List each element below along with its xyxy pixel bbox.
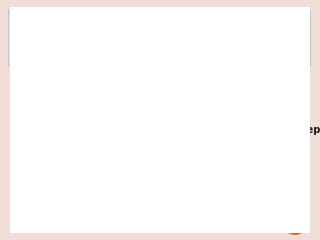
- Circle shape: [282, 209, 308, 235]
- Text: Final  year  PGT ,  Medicine dept: Final year PGT , Medicine dept: [146, 125, 320, 135]
- Bar: [12, 69, 28, 216]
- Ellipse shape: [26, 79, 149, 231]
- Circle shape: [62, 131, 71, 141]
- Text: Dr  Jayanta  paul: Dr Jayanta paul: [186, 100, 284, 110]
- Ellipse shape: [88, 86, 127, 127]
- Ellipse shape: [40, 138, 88, 214]
- Ellipse shape: [70, 58, 85, 89]
- Text: supra-ventricular tachyarrhythmia: supra-ventricular tachyarrhythmia: [80, 40, 274, 50]
- Text: Left
Ventricle: Left Ventricle: [89, 170, 114, 181]
- Ellipse shape: [83, 136, 123, 209]
- Text: Right
Atrium: Right Atrium: [38, 105, 57, 115]
- Ellipse shape: [29, 88, 74, 136]
- Circle shape: [72, 132, 79, 140]
- Bar: [8, 10, 310, 65]
- Text: ---: ---: [25, 88, 29, 92]
- Circle shape: [37, 90, 48, 102]
- Bar: [80, 86, 88, 138]
- Text: Left
Atrium: Left Atrium: [97, 101, 117, 112]
- Text: Right
Ventricle: Right Ventricle: [43, 175, 67, 186]
- Text: Burdwan  medical  college: Burdwan medical college: [163, 147, 308, 157]
- Text: Management  of  a  case  of  rhythm  disturbance: Management of a case of rhythm disturban…: [36, 17, 284, 27]
- Text: in  ICCU :: in ICCU :: [29, 40, 78, 50]
- Ellipse shape: [91, 57, 109, 81]
- Bar: [12, 69, 28, 216]
- FancyBboxPatch shape: [77, 132, 92, 216]
